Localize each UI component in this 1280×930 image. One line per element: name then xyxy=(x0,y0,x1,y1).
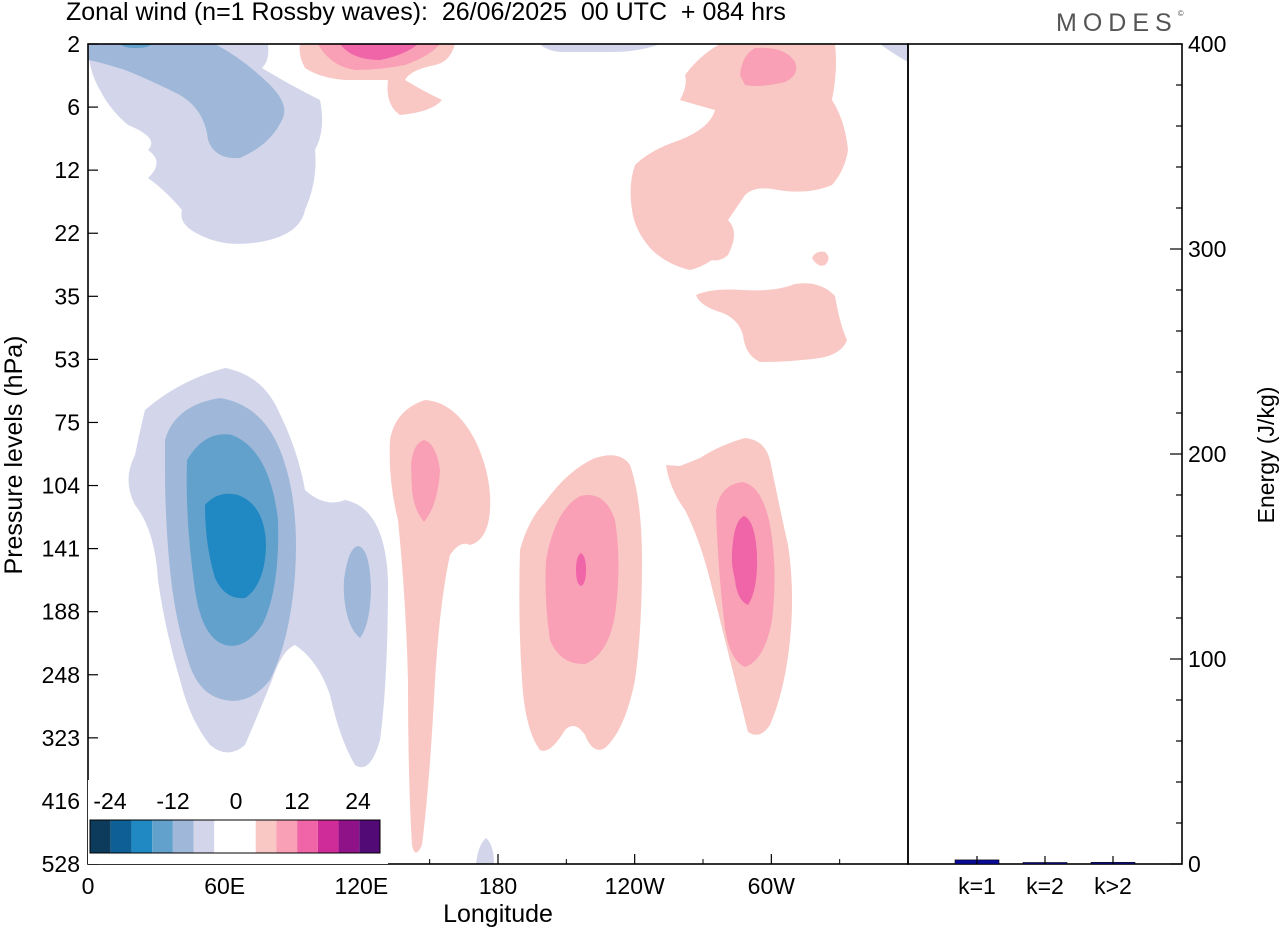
colorbar-label: 12 xyxy=(284,788,310,814)
energy-tick-label: 400 xyxy=(1188,31,1226,57)
copyright-mark: © xyxy=(1177,9,1184,18)
y-tick-label: 35 xyxy=(54,283,80,309)
y-axis: 2 6 12 22 35 53 75 104 141 188 248 323 416 528 xyxy=(42,31,98,877)
energy-tick-label: 0 xyxy=(1188,851,1201,877)
contour-neg-main-core xyxy=(205,493,266,599)
colorbar-swatch xyxy=(255,820,277,853)
colorbar-swatch xyxy=(90,820,111,853)
y-tick-label: 188 xyxy=(42,599,80,625)
y-tick-label: 53 xyxy=(54,346,80,372)
y-tick-label: 22 xyxy=(54,220,80,246)
colorbar-swatch xyxy=(193,820,215,853)
contour-pos-narrow-core xyxy=(411,440,440,522)
contour-pos-dateline-core xyxy=(576,553,586,586)
x-tick-label: 0 xyxy=(82,873,95,899)
contour-neg-top-inner xyxy=(88,44,285,159)
colorbar: -24 -12 0 12 24 xyxy=(88,780,388,864)
category-label: k=1 xyxy=(958,873,996,899)
x-tick-label: 180 xyxy=(479,873,517,899)
y-tick-label: 323 xyxy=(42,725,80,751)
y-tick-label: 528 xyxy=(42,851,80,877)
energy-panel-frame xyxy=(907,43,1183,865)
contour-pos-53-band xyxy=(696,283,847,362)
chart-title: Zonal wind (n=1 Rossby waves): 26/06/202… xyxy=(66,0,786,26)
contour-neg-top-core xyxy=(120,44,152,48)
x-axis-label: Longitude xyxy=(443,900,553,928)
y-tick-label: 416 xyxy=(42,788,80,814)
category-label: k=2 xyxy=(1026,873,1064,899)
contour-pos-narrow-column xyxy=(389,400,491,853)
contour-pos-top-core xyxy=(340,44,418,60)
colorbar-label: 0 xyxy=(230,788,243,814)
colorbar-label: -24 xyxy=(93,788,126,814)
x-tick-label: 120W xyxy=(605,873,665,899)
contour-neg-nw-corner xyxy=(540,44,660,52)
colorbar-swatch xyxy=(172,820,194,853)
colorbar-label: 24 xyxy=(345,788,371,814)
contour-neg-east xyxy=(343,546,371,638)
brand-logo: MODES© xyxy=(1056,9,1184,38)
colorbar-swatch xyxy=(235,820,256,853)
colorbar-swatch xyxy=(131,820,153,853)
colorbar-swatch xyxy=(152,820,173,853)
contour-pos-upper-east xyxy=(630,44,848,270)
x-tick-label: 60E xyxy=(204,873,245,899)
contour-field xyxy=(88,44,908,864)
y-tick-label: 104 xyxy=(42,473,81,499)
x-tick-label: 120E xyxy=(334,873,388,899)
colorbar-swatch xyxy=(214,820,235,853)
contour-pos-60w-core xyxy=(731,516,758,605)
colorbar-swatch xyxy=(276,820,298,853)
y-tick-label: 248 xyxy=(42,662,80,688)
colorbar-swatch xyxy=(317,820,339,853)
energy-tick-label: 100 xyxy=(1188,646,1226,672)
energy-bars: k=1 k=2 k>2 xyxy=(954,856,1136,899)
brand-name: MODES xyxy=(1056,9,1178,37)
colorbar-label: -12 xyxy=(156,788,189,814)
energy-tick-label: 300 xyxy=(1188,236,1226,262)
colorbar-swatch xyxy=(338,820,360,853)
colorbar-swatch xyxy=(297,820,318,853)
y-tick-label: 6 xyxy=(67,94,80,120)
contour-pos-small-blob xyxy=(812,251,829,266)
x-tick-label: 60W xyxy=(748,873,796,899)
colorbar-swatch xyxy=(359,820,380,853)
y-axis-label: Pressure levels (hPa) xyxy=(0,336,28,575)
energy-axis: 0 100 200 300 400 xyxy=(1170,31,1226,877)
contour-pos-upper-core xyxy=(740,47,797,86)
energy-axis-label: Energy (J/kg) xyxy=(1253,387,1279,524)
contour-neg-ne-corner xyxy=(880,44,908,62)
y-tick-label: 141 xyxy=(42,536,80,562)
y-tick-label: 2 xyxy=(67,31,80,57)
colorbar-swatch xyxy=(110,820,132,853)
contour-neg-180 xyxy=(476,838,494,864)
energy-tick-label: 200 xyxy=(1188,441,1226,467)
colorbar-frame xyxy=(89,819,381,854)
y-tick-label: 75 xyxy=(54,409,80,435)
category-label: k>2 xyxy=(1094,873,1132,899)
y-tick-label: 12 xyxy=(54,157,80,183)
